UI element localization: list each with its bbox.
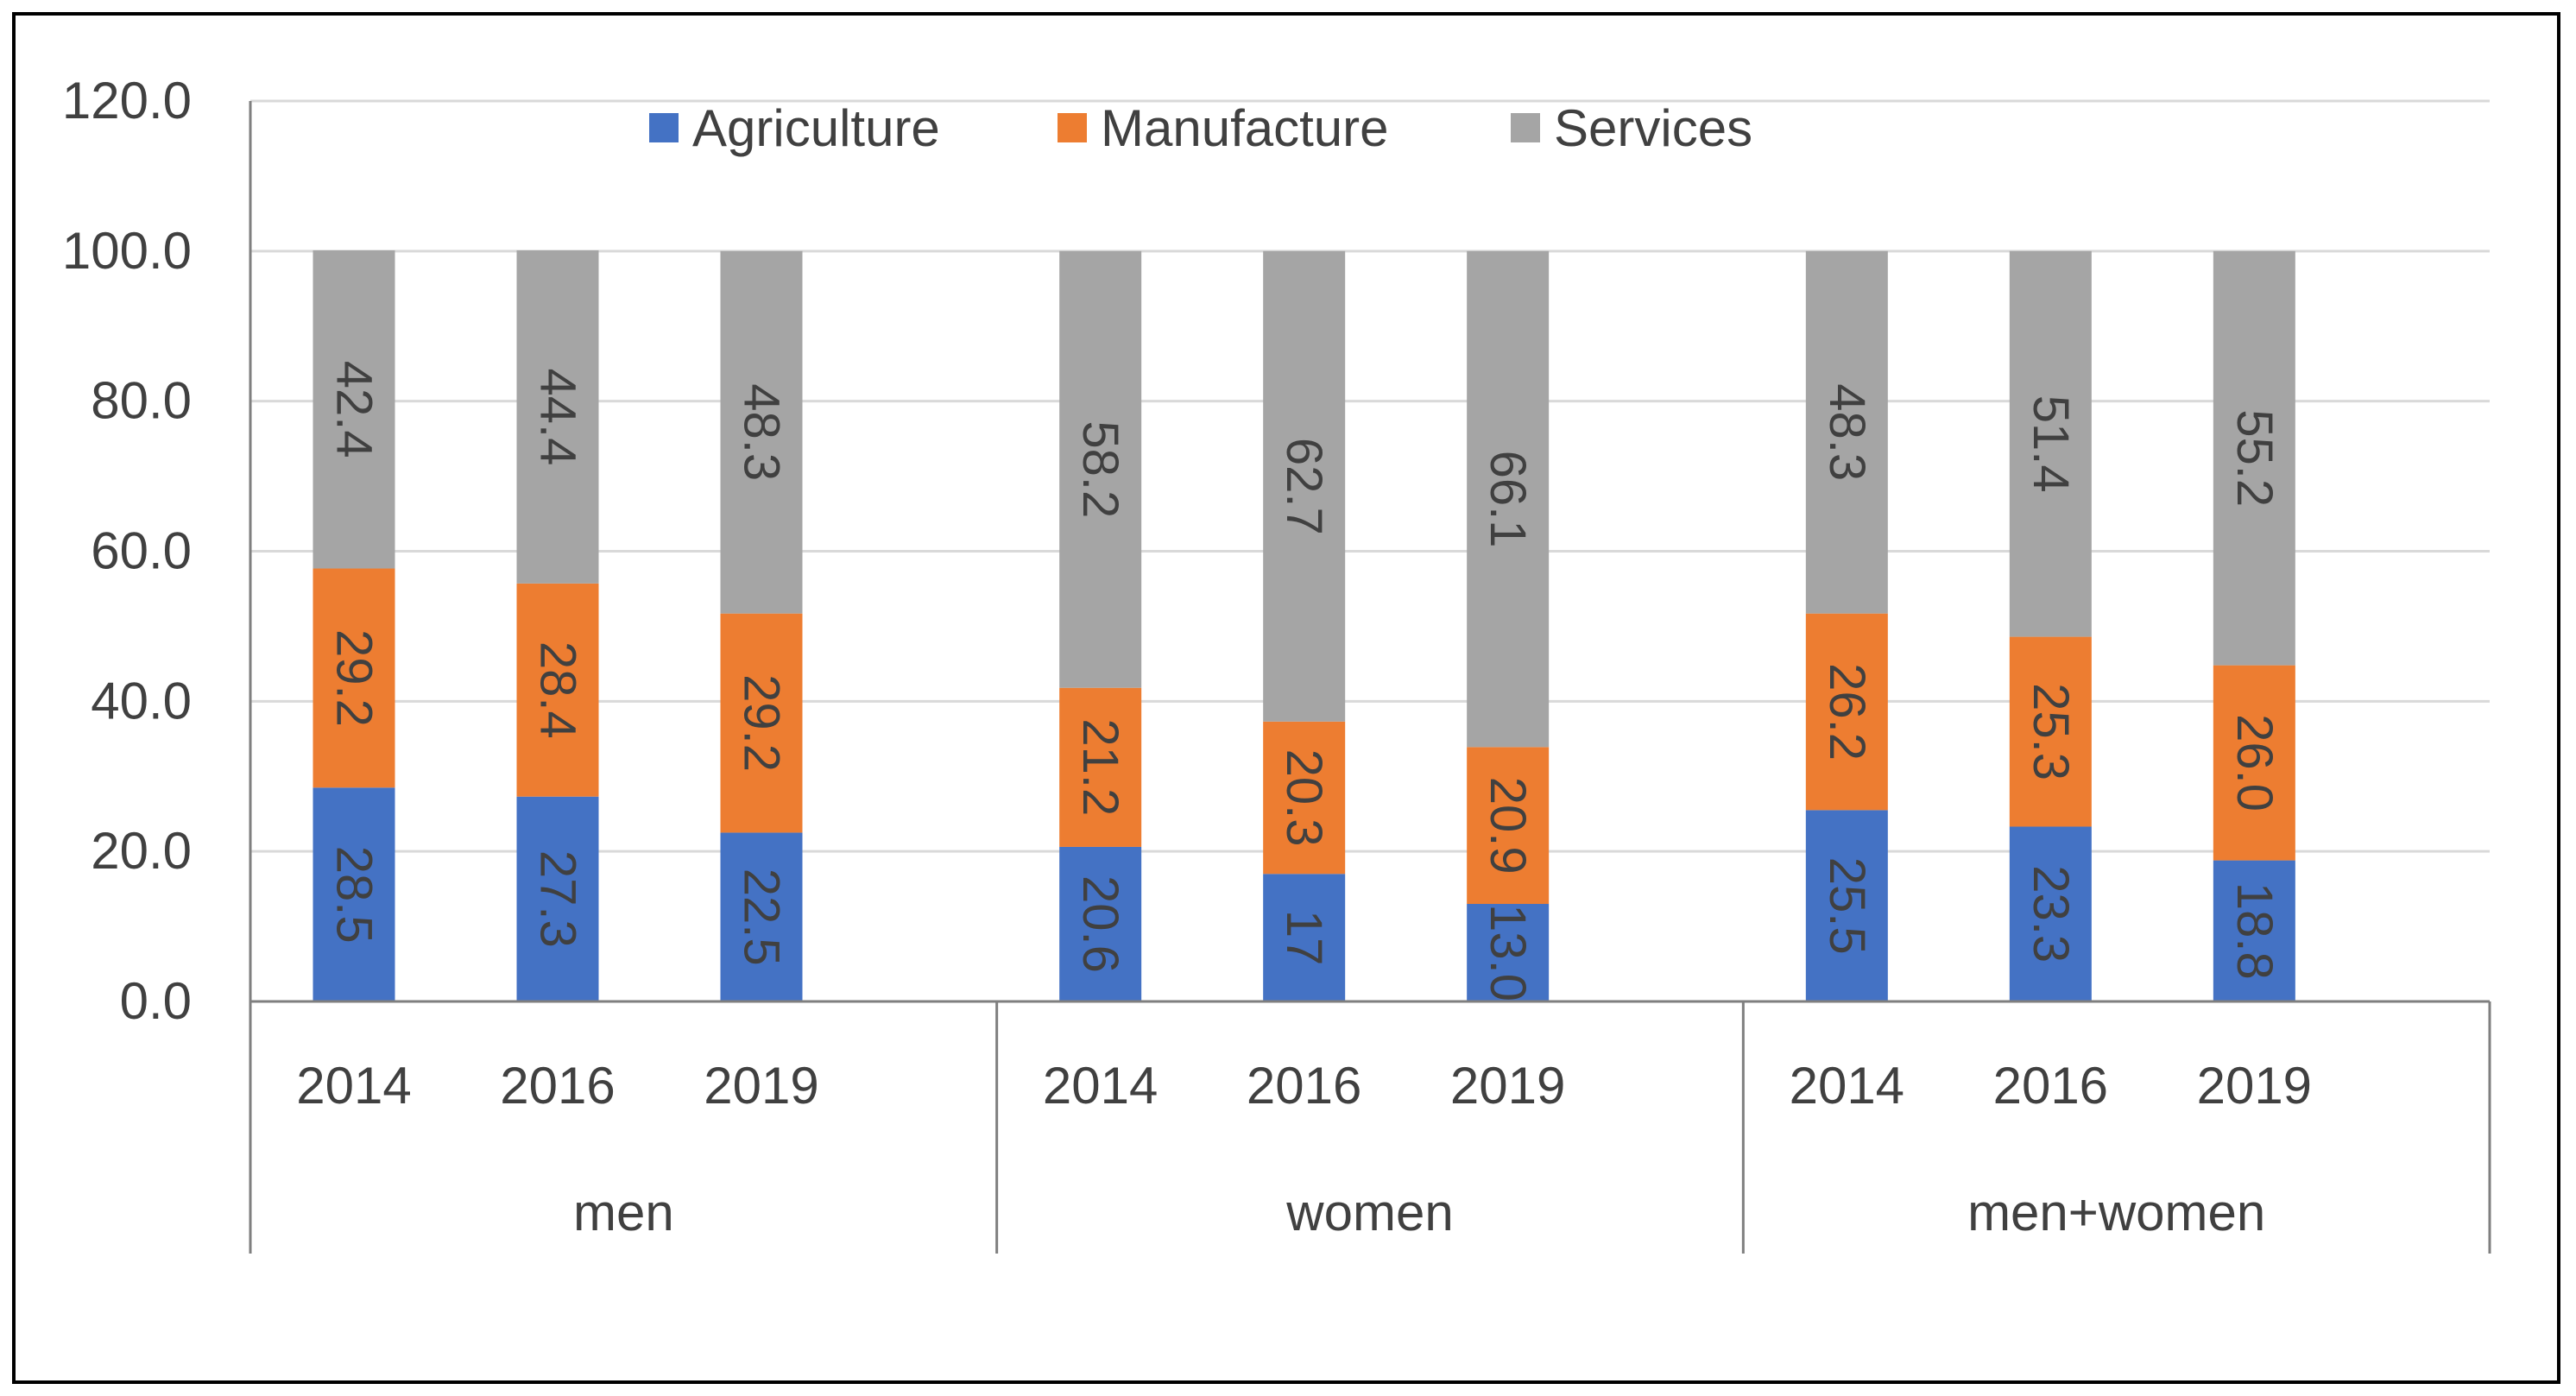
bar-agriculture-men+women-2019 <box>2213 860 2295 1001</box>
x-tick-label-year: 2014 <box>1790 1057 1904 1115</box>
bar-agriculture-men-2019 <box>720 832 803 1001</box>
y-tick-label: 100.0 <box>62 222 192 280</box>
x-category-labels: 2014 2016 2019 men 2014 2016 2019 women 2014 2016… <box>296 1057 2312 1241</box>
x-tick-label-year: 2019 <box>1450 1057 1565 1115</box>
data-label: 26.2 <box>1819 663 1875 761</box>
y-tick-label: 120.0 <box>62 72 192 129</box>
data-label: 29.2 <box>326 629 382 727</box>
data-label: 20.6 <box>1072 875 1128 973</box>
bar-manufacture-men+women-2019 <box>2213 665 2295 861</box>
bar-services-men-2016 <box>516 250 599 584</box>
bar-agriculture-men-2014 <box>313 787 395 1001</box>
bar-manufacture-women-2019 <box>1467 747 1550 905</box>
data-label: 25.3 <box>2023 683 2079 780</box>
x-tick-label-year: 2016 <box>1993 1057 2108 1115</box>
legend-swatch-agriculture <box>649 113 679 142</box>
data-label: 20.3 <box>1276 749 1332 847</box>
x-tick-label-year: 2014 <box>296 1057 411 1115</box>
data-label: 13.0 <box>1480 904 1536 1001</box>
bar-agriculture-women-2016 <box>1263 874 1346 1001</box>
data-labels: 28.5 29.2 42.4 27.3 28.4 44.4 22.5 29.2 48.3 20.6… <box>326 361 2282 1001</box>
bar-manufacture-women-2016 <box>1263 721 1346 875</box>
y-tick-label: 80.0 <box>91 372 192 430</box>
bar-manufacture-men-2019 <box>720 613 803 833</box>
data-label: 29.2 <box>734 674 790 772</box>
bar-manufacture-men+women-2014 <box>1805 613 1888 811</box>
x-group-label: men <box>573 1184 674 1241</box>
bar-agriculture-women-2019 <box>1467 904 1550 1001</box>
data-label: 58.2 <box>1072 420 1128 518</box>
y-tick-label: 60.0 <box>91 522 192 580</box>
legend-label-manufacture: Manufacture <box>1101 99 1389 157</box>
legend-label-agriculture: Agriculture <box>692 99 940 157</box>
x-tick-label-year: 2016 <box>500 1057 615 1115</box>
legend-label-services: Services <box>1554 99 1752 157</box>
legend: Agriculture Manufacture Services <box>649 99 1752 157</box>
bar-services-women-2019 <box>1467 250 1550 748</box>
gridlines <box>250 99 2490 853</box>
bar-services-men+women-2016 <box>2009 250 2092 637</box>
bar-services-men+women-2014 <box>1805 250 1888 614</box>
data-label: 17 <box>1276 910 1332 966</box>
y-tick-label: 20.0 <box>91 822 192 880</box>
bar-manufacture-men-2014 <box>313 568 395 788</box>
data-label: 26.0 <box>2226 714 2282 812</box>
axes <box>249 101 2491 1254</box>
y-tick-label: 40.0 <box>91 672 192 730</box>
data-label: 66.1 <box>1480 451 1536 548</box>
data-label: 55.2 <box>2226 409 2282 507</box>
y-tick-labels: 0.0 20.0 40.0 60.0 80.0 100.0 120.0 <box>62 72 192 1030</box>
bar-manufacture-women-2014 <box>1059 687 1142 847</box>
data-label: 44.4 <box>530 368 586 465</box>
data-label: 23.3 <box>2023 865 2079 963</box>
x-group-label: men+women <box>1967 1184 2265 1241</box>
legend-swatch-services <box>1511 113 1540 142</box>
x-tick-label-year: 2019 <box>704 1057 818 1115</box>
bar-services-men+women-2019 <box>2213 250 2295 666</box>
bar-services-women-2014 <box>1059 250 1142 688</box>
bar-services-women-2016 <box>1263 250 1346 722</box>
data-label: 27.3 <box>530 850 586 948</box>
bars <box>313 250 2295 1001</box>
data-label: 18.8 <box>2226 882 2282 980</box>
y-tick-label: 0.0 <box>120 972 192 1030</box>
bar-manufacture-men+women-2016 <box>2009 636 2092 827</box>
data-label: 25.5 <box>1819 857 1875 955</box>
x-tick-label-year: 2019 <box>2197 1057 2312 1115</box>
bar-manufacture-men-2016 <box>516 583 599 797</box>
data-label: 51.4 <box>2023 395 2079 493</box>
x-tick-label-year: 2014 <box>1043 1057 1158 1115</box>
data-label: 28.4 <box>530 641 586 739</box>
bar-agriculture-men-2016 <box>516 796 599 1001</box>
bar-services-men-2014 <box>313 250 395 569</box>
legend-swatch-manufacture <box>1058 113 1087 142</box>
data-label: 20.9 <box>1480 777 1536 875</box>
bar-services-men-2019 <box>720 250 803 614</box>
data-label: 48.3 <box>734 383 790 481</box>
data-label: 21.2 <box>1072 718 1128 816</box>
bar-agriculture-men+women-2014 <box>1805 810 1888 1001</box>
data-label: 42.4 <box>326 361 382 458</box>
bar-agriculture-men+women-2016 <box>2009 826 2092 1001</box>
bar-agriculture-women-2014 <box>1059 846 1142 1001</box>
data-label: 28.5 <box>326 846 382 944</box>
x-tick-label-year: 2016 <box>1247 1057 1361 1115</box>
data-label: 62.7 <box>1276 438 1332 535</box>
data-label: 22.5 <box>734 869 790 966</box>
x-group-label: women <box>1285 1184 1453 1241</box>
data-label: 48.3 <box>1819 383 1875 481</box>
